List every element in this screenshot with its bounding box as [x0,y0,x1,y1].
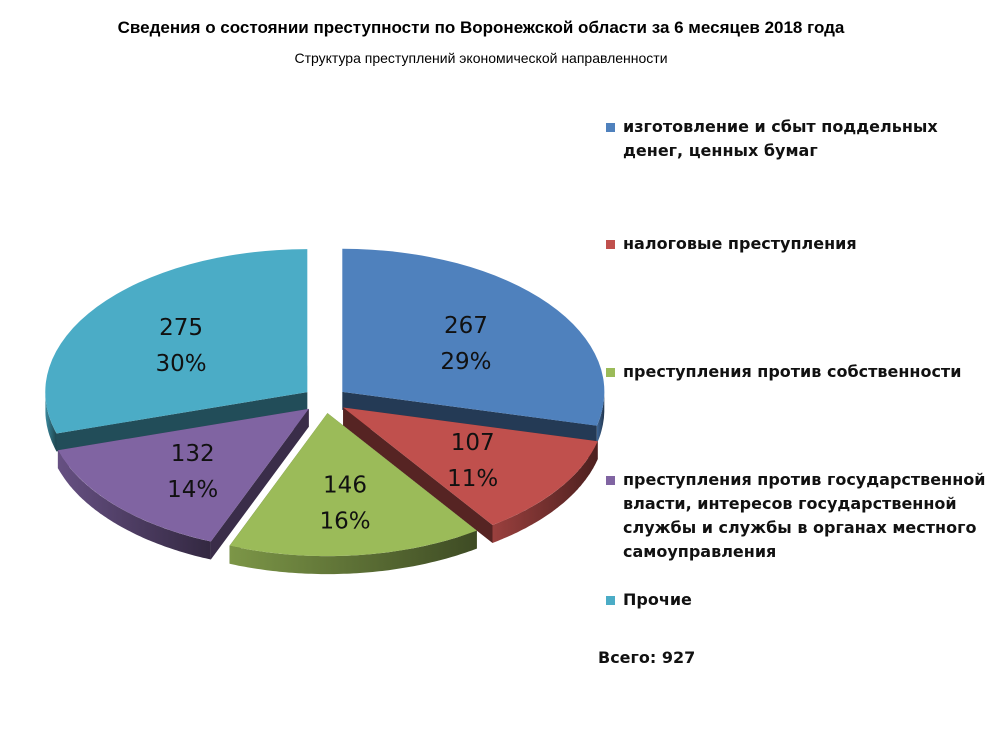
legend-item: налоговые преступления [606,232,986,256]
legend-swatch [606,596,615,605]
legend-label: преступления против государственной [623,470,986,489]
total-label: Всего: 927 [598,648,696,667]
legend-item: изготовление и сбыт поддельных денег, цен… [606,115,986,163]
data-label-value: 107 [451,430,495,456]
legend-swatch [606,368,615,377]
legend-label: налоговые преступления [623,234,857,253]
data-label-value: 132 [171,441,215,467]
data-label-percent: 29% [440,349,491,375]
legend-item: преступления против государственной власт… [606,468,986,564]
legend-swatch [606,240,615,249]
legend-label: службы и службы в органах местного [623,518,977,537]
legend-label: Прочие [623,590,692,609]
chart-subtitle: Структура преступлений экономической нап… [294,50,668,66]
pie-slice [343,407,598,543]
pie-slice [342,248,605,444]
data-label-percent: 11% [447,466,498,492]
chart-title: Сведения о состоянии преступности по Вор… [117,18,845,37]
pie-slice [57,408,309,560]
pie-slice [45,249,308,452]
data-label-value: 146 [323,472,367,498]
legend-item: Прочие [606,588,986,612]
pie-slice [229,413,477,575]
legend-label: денег, ценных бумаг [623,141,818,160]
legend-swatch [606,476,615,485]
data-label-percent: 14% [167,477,218,503]
data-label-value: 267 [444,313,488,339]
legend-label: власти, интересов государственной [623,494,957,513]
legend-label: самоуправления [623,542,777,561]
legend-label: изготовление и сбыт поддельных [623,117,938,136]
data-label-value: 275 [159,315,203,341]
legend-item: преступления против собственности [606,360,986,384]
data-label-percent: 16% [319,508,370,534]
legend-swatch [606,123,615,132]
legend-label: преступления против собственности [623,362,962,381]
data-label-percent: 30% [156,351,207,377]
